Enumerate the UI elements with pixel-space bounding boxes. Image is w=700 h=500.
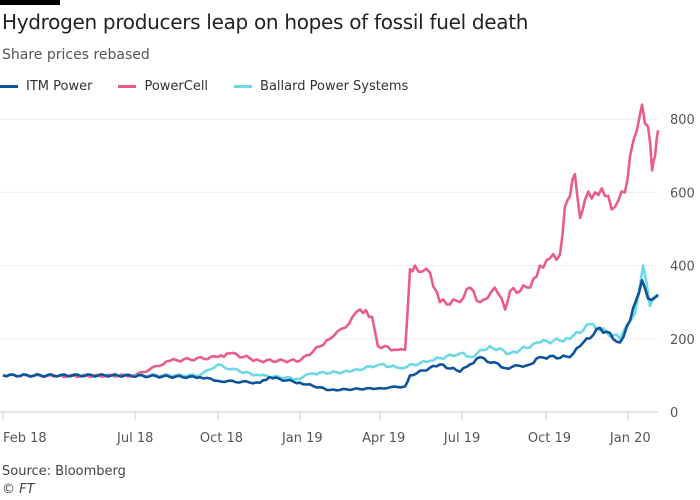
- legend-item-itm: ITM Power: [0, 79, 92, 94]
- legend: ITM Power PowerCell Ballard Power System…: [0, 79, 434, 94]
- legend-label: PowerCell: [144, 79, 209, 94]
- x-tick-label: Jul 18: [116, 431, 153, 446]
- legend-label: Ballard Power Systems: [260, 79, 409, 94]
- x-tick-label: Jan 19: [281, 431, 323, 446]
- copyright: © FT: [2, 482, 35, 497]
- chart-title: Hydrogen producers leap on hopes of foss…: [2, 10, 529, 34]
- y-tick-label: 200: [670, 333, 695, 348]
- x-tick-label: Feb 18: [3, 431, 47, 446]
- chart-subtitle: Share prices rebased: [2, 47, 150, 63]
- x-tick-label: Oct 18: [200, 431, 243, 446]
- x-tick-label: Jan 20: [609, 431, 651, 446]
- x-tick-label: Oct 19: [528, 431, 571, 446]
- legend-item-ballard: Ballard Power Systems: [234, 79, 408, 94]
- y-tick-label: 0: [670, 406, 678, 421]
- series-line-ballard-power-systems: [2, 264, 659, 381]
- legend-swatch: [118, 85, 137, 88]
- y-tick-label: 400: [670, 260, 695, 275]
- legend-item-powercell: PowerCell: [118, 79, 208, 94]
- legend-swatch: [234, 85, 253, 88]
- x-tick-label: Apr 19: [362, 431, 405, 446]
- x-tick-label: Jul 19: [443, 431, 480, 446]
- series-line-powercell: [2, 103, 660, 379]
- y-tick-label: 800: [670, 113, 695, 128]
- source-note: Source: Bloomberg: [2, 464, 126, 479]
- ft-brand-bar: [0, 0, 60, 5]
- y-tick-label: 600: [670, 186, 695, 201]
- series-line-itm-power: [2, 278, 659, 392]
- legend-swatch: [0, 85, 18, 88]
- legend-label: ITM Power: [26, 79, 93, 94]
